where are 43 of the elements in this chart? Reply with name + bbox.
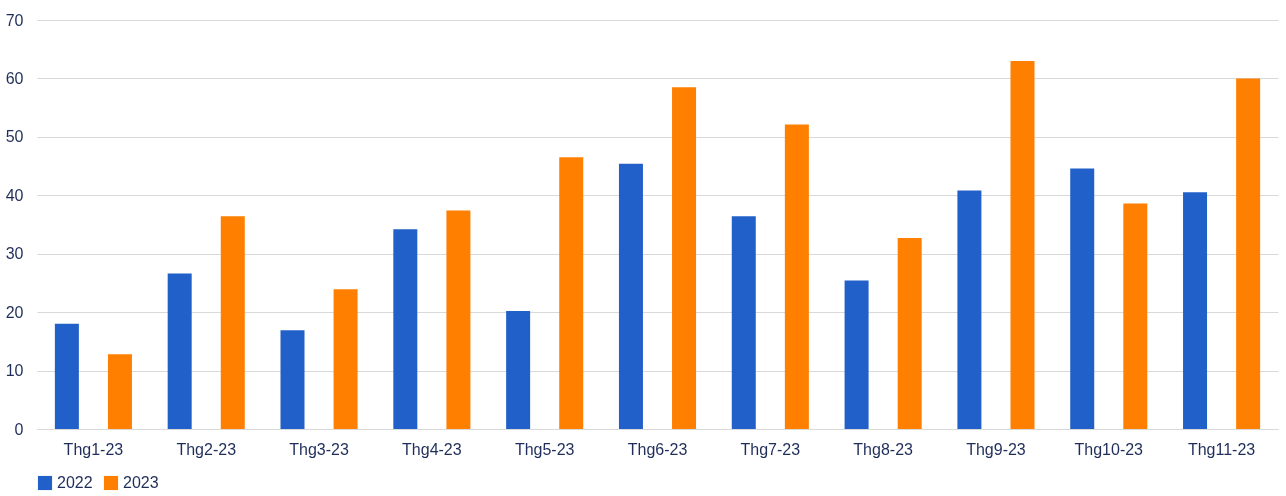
bar: [897, 237, 922, 429]
bar: [280, 330, 305, 429]
y-tick-label: 60: [5, 69, 24, 87]
x-tick-label: Thg9-23: [966, 440, 1026, 458]
bar: [1010, 60, 1035, 429]
bar: [333, 289, 358, 429]
bar: [54, 323, 79, 429]
y-tick-label: 40: [5, 186, 24, 204]
legend-label: 2023: [123, 474, 159, 491]
y-tick-label: 50: [5, 128, 24, 146]
x-tick-label: Thg3-23: [289, 440, 349, 458]
bar: [1123, 203, 1148, 429]
bar: [167, 273, 192, 429]
bar: [1070, 168, 1095, 429]
x-tick-label: Thg11-23: [1187, 440, 1256, 458]
y-tick-label: 30: [5, 245, 24, 263]
bar: [107, 354, 132, 429]
bar: [844, 280, 869, 429]
bar: [506, 310, 531, 429]
x-tick-label: Thg6-23: [627, 440, 688, 458]
bar: [784, 124, 809, 429]
bar: [672, 87, 697, 429]
y-tick-label: 70: [5, 11, 24, 29]
bar: [446, 210, 471, 429]
y-tick-label: 20: [5, 303, 24, 321]
bar: [731, 216, 756, 429]
x-tick-label: Thg10-23: [1074, 440, 1144, 458]
bar: [393, 229, 418, 429]
bar: [957, 190, 982, 429]
bar: [618, 163, 643, 429]
legend-label: 2022: [57, 474, 93, 491]
x-tick-label: Thg1-23: [63, 440, 124, 458]
x-tick-label: Thg4-23: [402, 440, 462, 458]
bar: [1183, 192, 1208, 429]
x-tick-label: Thg7-23: [740, 440, 801, 458]
x-tick-label: Thg5-23: [514, 440, 575, 458]
y-tick-label: 0: [14, 420, 24, 438]
x-tick-label: Thg2-23: [176, 440, 237, 458]
x-tick-label: Thg8-23: [853, 440, 914, 458]
bar: [220, 216, 245, 429]
bar: [1236, 78, 1261, 429]
y-tick-label: 10: [5, 362, 24, 380]
bar: [559, 157, 584, 429]
